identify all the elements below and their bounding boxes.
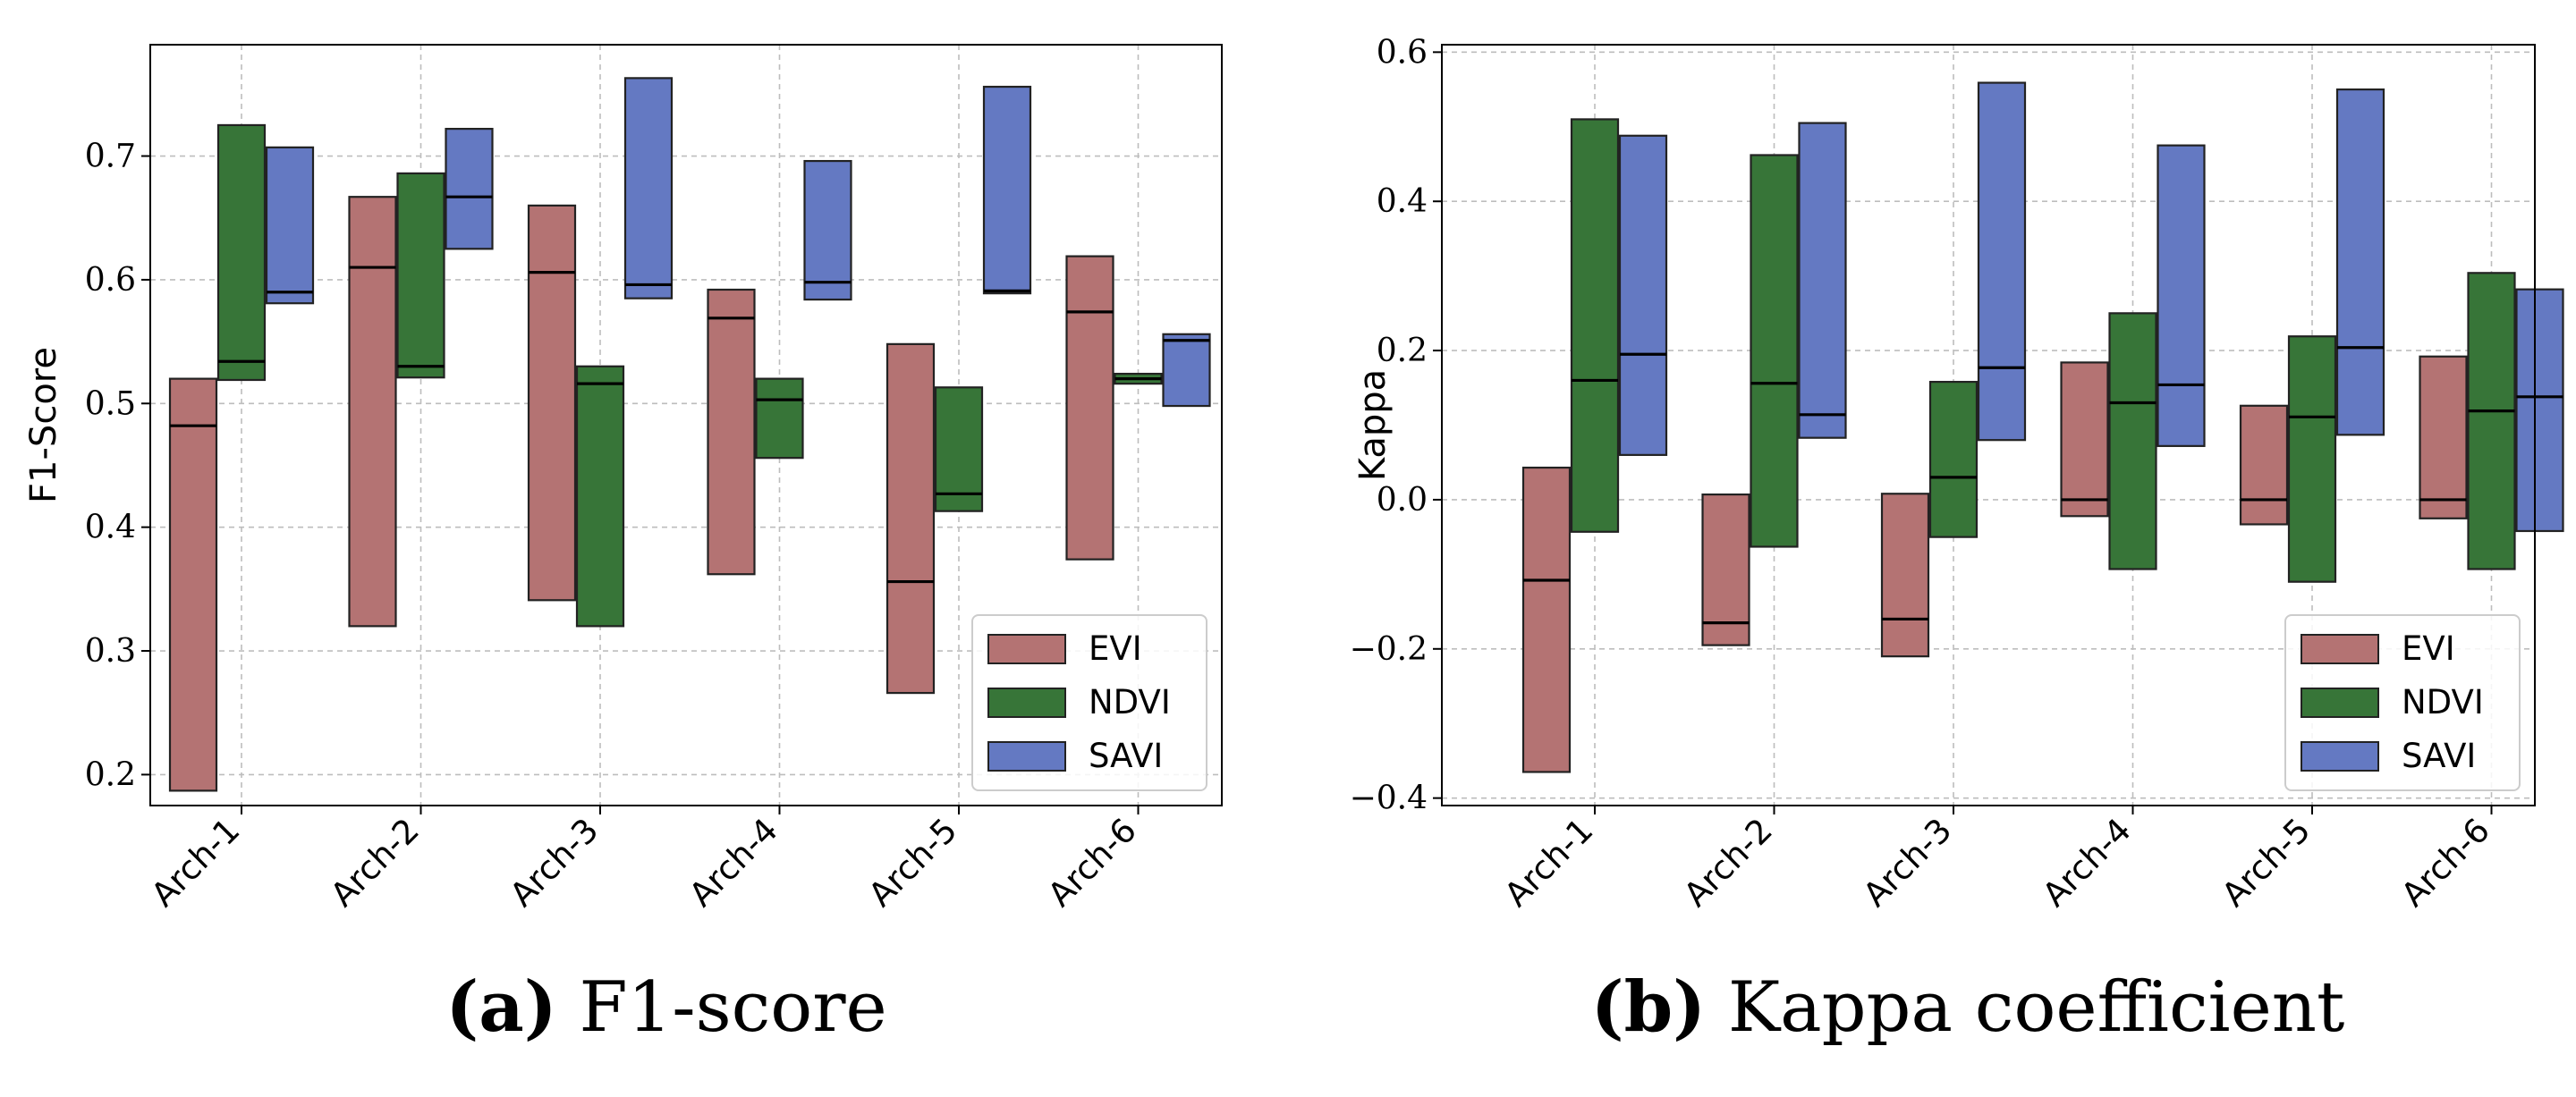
bar-evi-arch-1 — [168, 377, 218, 792]
bar-evi-arch-6 — [1065, 255, 1114, 561]
bar-ndvi-arch-1 — [1570, 118, 1620, 533]
kappa-panel: −0.4 −0.2 0.0 0.2 0.4 0.6 Arch-1 Arch-2 Arch-3 Ar… — [1350, 34, 2564, 1048]
bar-ndvi-arch-4 — [2108, 312, 2157, 570]
y-axis-label: F1-Score — [23, 347, 64, 503]
bar-ndvi-arch-4 — [755, 377, 804, 460]
legend-swatch-ndvi — [2301, 688, 2379, 718]
y-tick-label: 0.5 — [85, 385, 136, 422]
bar-evi-arch-1 — [1521, 466, 1572, 773]
legend-label-evi: EVI — [1089, 629, 1142, 668]
bar-ndvi-arch-5 — [2287, 335, 2337, 583]
panel-caption: (a) F1-score — [445, 966, 886, 1048]
bar-savi-arch-2 — [445, 127, 494, 250]
legend-swatch-ndvi — [987, 688, 1066, 718]
legend-label-savi: SAVI — [2402, 737, 2476, 775]
x-tick-label: Arch-4 — [682, 811, 785, 915]
y-tick-label: 0.4 — [1377, 183, 1428, 220]
bar-savi-arch-6 — [2515, 288, 2564, 533]
x-tick-label: Arch-2 — [323, 811, 427, 915]
x-tick-label: Arch-4 — [2035, 811, 2139, 915]
bar-evi-arch-4 — [707, 288, 756, 576]
legend-swatch-evi — [987, 634, 1066, 664]
legend-label-ndvi: NDVI — [2402, 683, 2484, 721]
x-tick-label: Arch-6 — [1040, 811, 1144, 915]
x-tick-label: Arch-5 — [861, 811, 965, 915]
bar-ndvi-arch-1 — [216, 123, 267, 382]
y-tick-label: 0.6 — [85, 262, 136, 299]
x-tick-label: Arch-3 — [1856, 811, 1960, 915]
caption-letter: (b) — [1591, 966, 1706, 1048]
bar-ndvi-arch-3 — [1928, 381, 1979, 538]
axes-frame — [1441, 44, 2536, 806]
legend-swatch-savi — [987, 741, 1066, 772]
y-tick-label: 0.2 — [1377, 333, 1428, 369]
x-tick-label: Arch-1 — [144, 811, 248, 915]
y-axis-label: Kappa — [1352, 369, 1394, 481]
legend-label-savi: SAVI — [1089, 737, 1163, 775]
legend-swatch-evi — [2301, 634, 2379, 664]
y-tick-label: −0.4 — [1350, 781, 1428, 817]
bar-ndvi-arch-6 — [2467, 272, 2516, 570]
bar-evi-arch-3 — [527, 204, 577, 602]
bar-evi-arch-5 — [2239, 404, 2289, 526]
caption-letter: (a) — [445, 966, 556, 1048]
legend-swatch-savi — [2301, 741, 2379, 772]
bar-savi-arch-1 — [265, 146, 315, 305]
legend-label-ndvi: NDVI — [1089, 683, 1171, 721]
caption-title: F1-score — [557, 967, 887, 1048]
bar-savi-arch-3 — [1977, 81, 2027, 442]
bar-ndvi-arch-3 — [575, 365, 625, 628]
x-tick-label: Arch-5 — [2215, 811, 2318, 915]
bar-ndvi-arch-5 — [934, 386, 984, 512]
x-tick-label: Arch-1 — [1497, 811, 1601, 915]
x-tick-label: Arch-3 — [503, 811, 606, 915]
y-tick-label: 0.3 — [85, 633, 136, 670]
bar-savi-arch-5 — [982, 85, 1032, 295]
f1-score-panel: 0.2 0.3 0.4 0.5 0.6 0.7 Arch-1 Arch-2 Arch-3 Arch… — [23, 44, 1223, 1048]
x-tick-label: Arch-2 — [1676, 811, 1780, 915]
y-tick-label: 0.6 — [1377, 34, 1428, 71]
bar-evi-arch-5 — [886, 342, 936, 695]
y-tick-label: 0.4 — [85, 510, 136, 546]
y-tick-label: −0.2 — [1350, 631, 1428, 668]
x-tick-label: Arch-6 — [2394, 811, 2497, 915]
panel-caption: (b) Kappa coefficient — [1591, 966, 2345, 1048]
bar-savi-arch-1 — [1618, 134, 1668, 456]
bar-ndvi-arch-2 — [1750, 154, 1799, 548]
legend-label-evi: EVI — [2402, 629, 2455, 668]
axes-frame — [149, 44, 1223, 806]
bar-savi-arch-6 — [1162, 333, 1211, 408]
bar-ndvi-arch-2 — [396, 172, 445, 379]
bar-savi-arch-5 — [2335, 88, 2385, 436]
bar-savi-arch-4 — [803, 159, 852, 301]
bar-savi-arch-3 — [623, 77, 674, 300]
bar-evi-arch-2 — [348, 196, 397, 628]
caption-title: Kappa coefficient — [1706, 967, 2344, 1048]
y-tick-label: 0.7 — [85, 139, 136, 175]
bar-savi-arch-2 — [1798, 122, 1847, 439]
bar-savi-arch-4 — [2157, 144, 2206, 447]
y-tick-label: 0.2 — [85, 756, 136, 793]
bar-evi-arch-6 — [2419, 355, 2468, 519]
bar-evi-arch-3 — [1880, 493, 1930, 658]
bar-evi-arch-2 — [1701, 493, 1750, 646]
bar-evi-arch-4 — [2060, 361, 2109, 518]
y-tick-label: 0.0 — [1377, 482, 1428, 519]
